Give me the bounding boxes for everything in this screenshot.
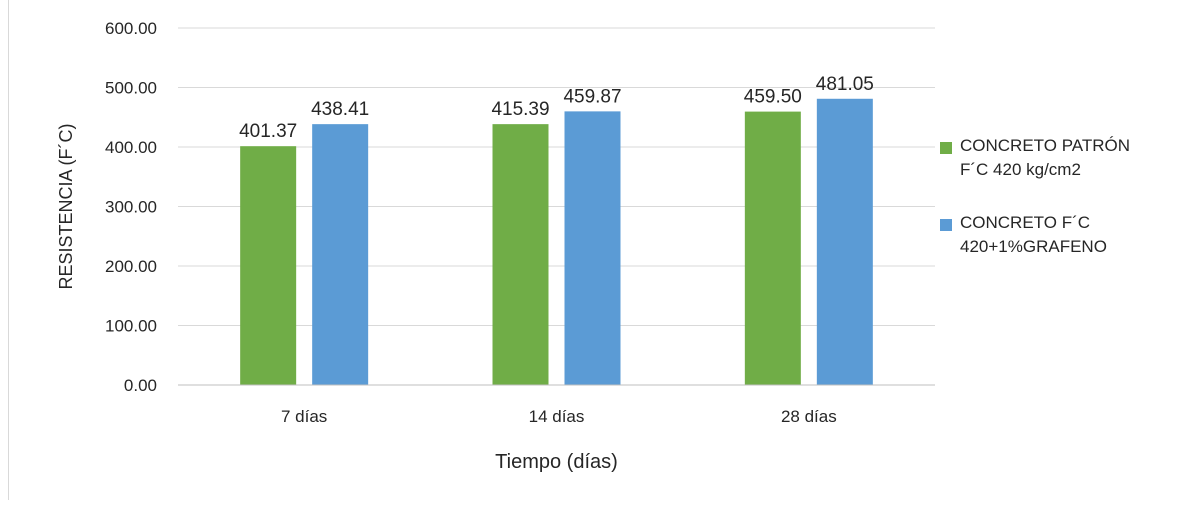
legend: CONCRETO PATRÓN F´C 420 kg/cm2 CONCRETO … — [940, 134, 1175, 288]
legend-swatch-blue — [940, 219, 952, 231]
frame-border — [8, 0, 9, 500]
bar — [816, 98, 873, 385]
y-tick-label: 300.00 — [105, 198, 157, 217]
data-label: 459.50 — [744, 87, 802, 108]
legend-label: CONCRETO PATRÓN F´C 420 kg/cm2 — [960, 136, 1131, 179]
y-tick-label: 400.00 — [105, 138, 157, 157]
bar — [492, 124, 549, 385]
data-label: 481.05 — [816, 74, 874, 95]
y-axis-ticks: 0.00 100.00 200.00 300.00 400.00 500.00 600.00 — [105, 19, 157, 395]
bar — [240, 146, 297, 385]
y-tick-label: 100.00 — [105, 317, 157, 336]
x-axis-ticks: 7 días 14 días 28 días — [281, 407, 837, 426]
x-axis-title: Tiempo (días) — [495, 451, 618, 473]
data-label: 438.41 — [311, 99, 369, 120]
data-label: 415.39 — [491, 99, 549, 120]
y-axis-title: RESISTENCIA (F´C) — [56, 123, 76, 289]
bar — [312, 124, 369, 385]
data-labels: 401.37 438.41 415.39 459.87 459.50 481.05 — [239, 74, 874, 142]
x-tick-label: 28 días — [781, 407, 837, 426]
data-label: 459.87 — [563, 86, 621, 107]
legend-item-series-1: CONCRETO PATRÓN F´C 420 kg/cm2 — [940, 134, 1175, 182]
x-tick-label: 14 días — [529, 407, 585, 426]
gridlines — [178, 27, 935, 326]
legend-item-series-2: CONCRETO F´C 420+1%GRAFENO — [940, 211, 1175, 259]
legend-swatch-green — [940, 142, 952, 154]
x-tick-label: 7 días — [281, 407, 327, 426]
y-tick-label: 200.00 — [105, 257, 157, 276]
y-tick-label: 0.00 — [124, 376, 157, 395]
y-tick-label: 500.00 — [105, 79, 157, 98]
y-tick-label: 600.00 — [105, 19, 157, 38]
legend-label: CONCRETO F´C 420+1%GRAFENO — [960, 213, 1107, 256]
bar — [564, 111, 621, 385]
bar — [744, 111, 801, 385]
data-label: 401.37 — [239, 121, 297, 142]
bars — [240, 98, 873, 385]
